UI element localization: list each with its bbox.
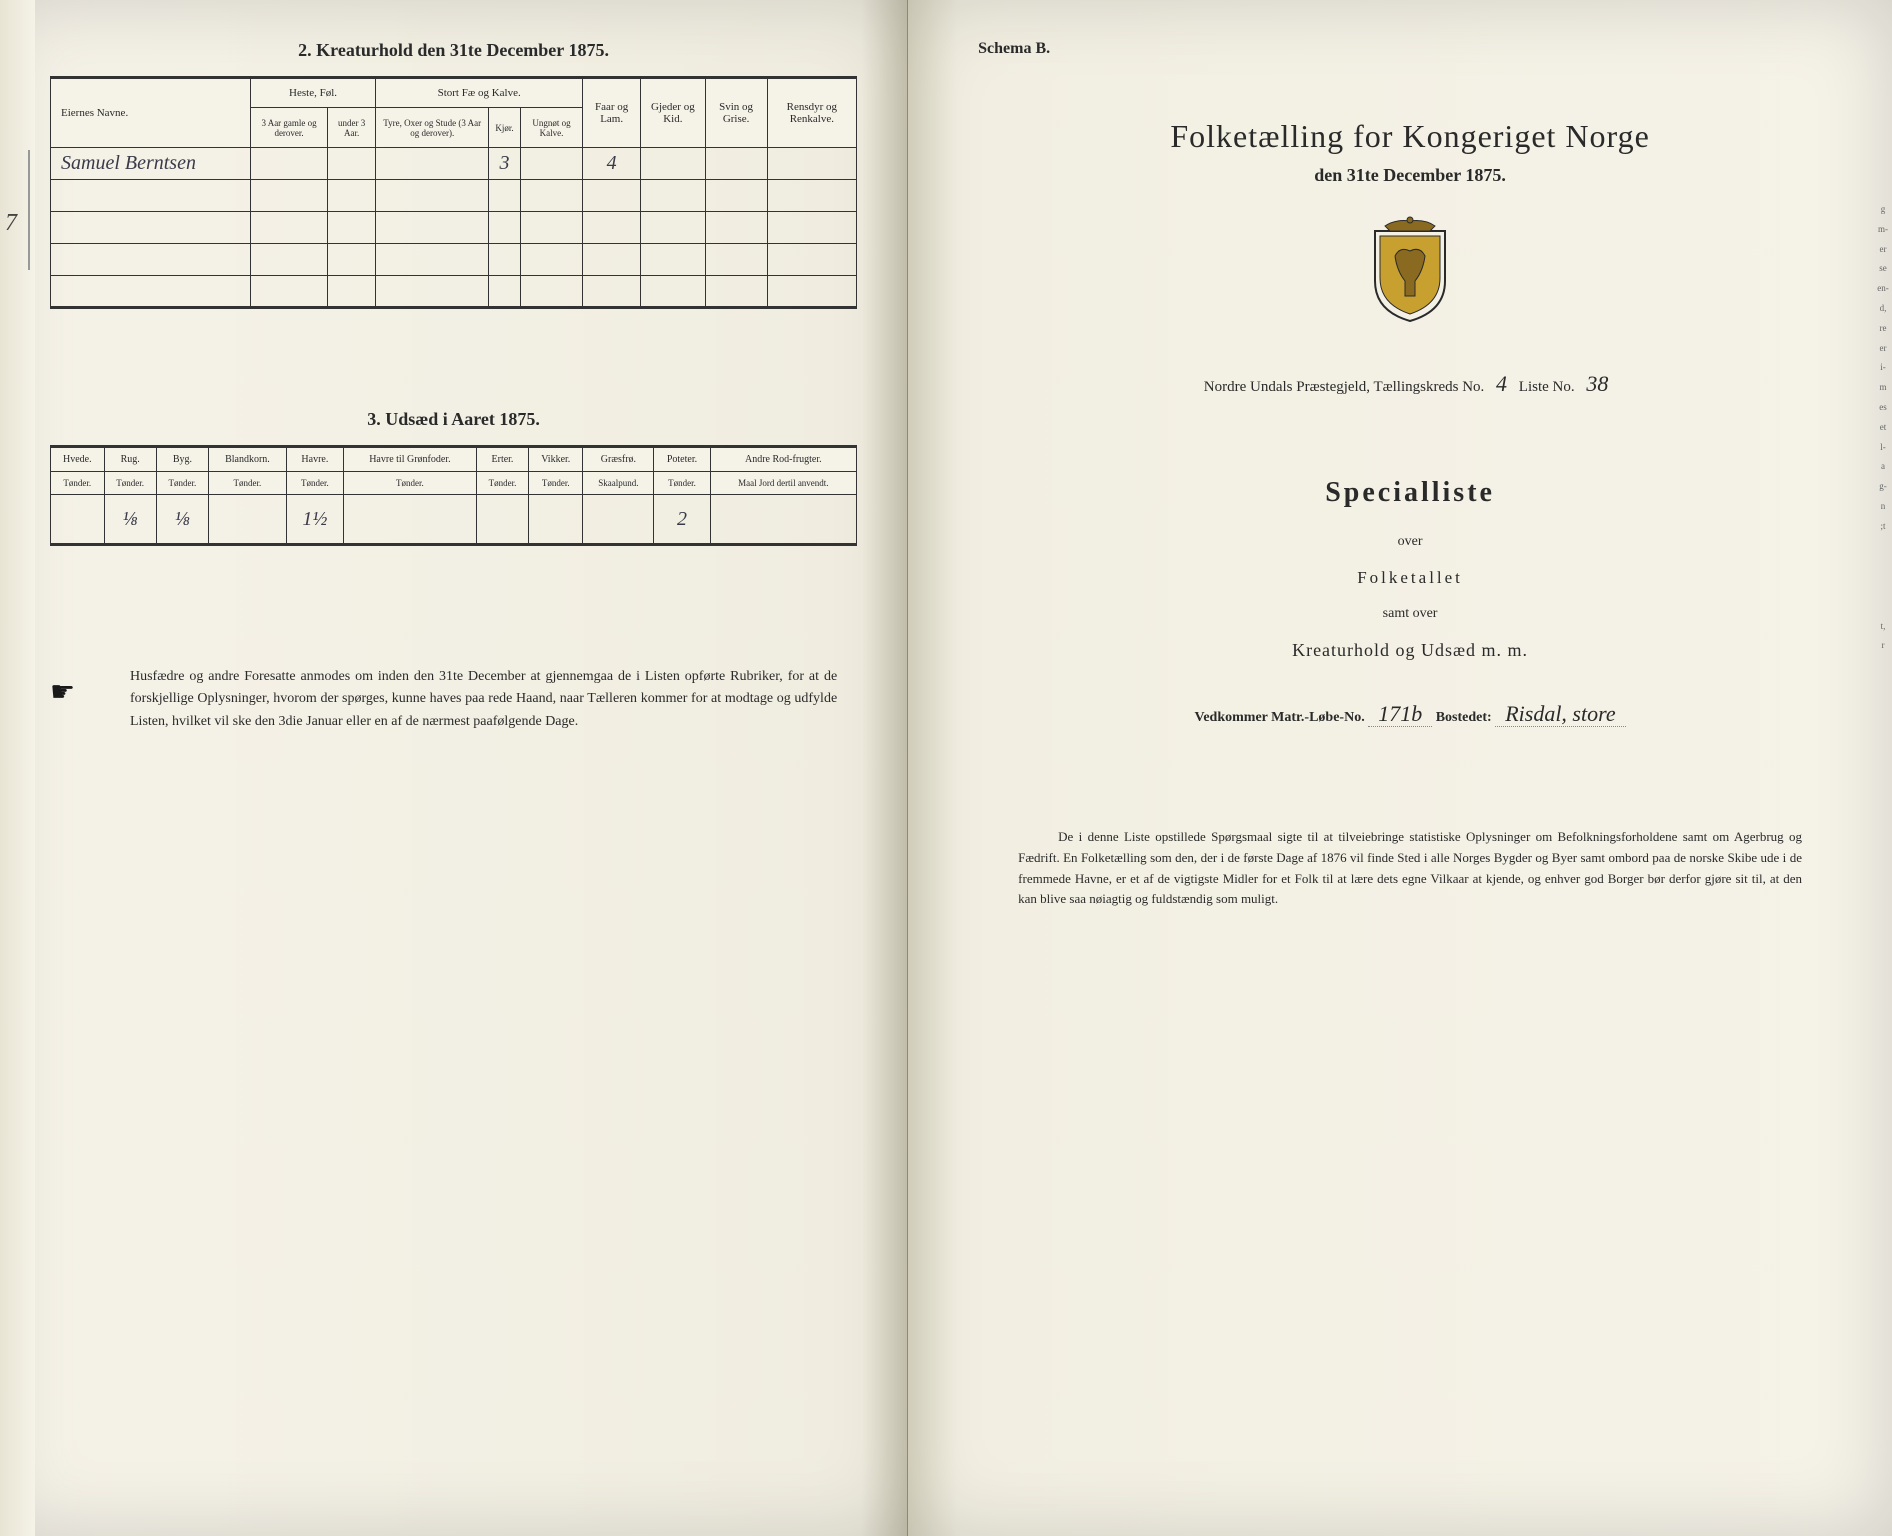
th-unit: Tønder. xyxy=(156,472,208,495)
th-graesfroe: Græsfrø. xyxy=(583,447,654,472)
schema-label: Schema B. xyxy=(978,40,1842,58)
th-unit: Tønder. xyxy=(529,472,583,495)
cell xyxy=(343,495,476,545)
cell xyxy=(476,495,528,545)
th-havre: Havre. xyxy=(286,447,343,472)
cell xyxy=(376,148,489,180)
cell-poteter: 2 xyxy=(654,495,710,545)
th-unit: Maal Jord dertil anvendt. xyxy=(710,472,857,495)
th-unit: Tønder. xyxy=(51,472,105,495)
th-erter: Erter. xyxy=(476,447,528,472)
samt-over-text: samt over xyxy=(978,606,1842,622)
cell xyxy=(328,148,376,180)
right-footer-text: De i denne Liste opstillede Spørgsmaal s… xyxy=(978,827,1842,910)
cell xyxy=(529,495,583,545)
main-title: Folketælling for Kongeriget Norge xyxy=(978,118,1842,155)
th-byg: Byg. xyxy=(156,447,208,472)
cell-rug: ⅛ xyxy=(104,495,156,545)
livestock-table: Eiernes Navne. Heste, Føl. Stort Fæ og K… xyxy=(50,76,857,309)
pointer-icon: ☛ xyxy=(50,671,75,716)
right-page: Schema B. Folketælling for Kongeriget No… xyxy=(908,0,1892,1536)
th-storfae-sub1: Tyre, Oxer og Stude (3 Aar og derover). xyxy=(376,108,489,148)
cell xyxy=(641,148,706,180)
th-unit: Tønder. xyxy=(104,472,156,495)
left-footer-note: ☛ Husfædre og andre Foresatte anmodes om… xyxy=(50,666,857,733)
table-row xyxy=(51,212,857,244)
district-line: Nordre Undals Præstegjeld, Tællingskreds… xyxy=(978,371,1842,397)
th-blandkorn: Blandkorn. xyxy=(209,447,287,472)
table-row: Samuel Berntsen 3 4 xyxy=(51,148,857,180)
liste-prefix: Liste No. xyxy=(1519,379,1575,395)
section-2-title: 2. Kreaturhold den 31te December 1875. xyxy=(50,40,857,61)
kreds-no: 4 xyxy=(1496,371,1507,396)
cell xyxy=(51,495,105,545)
th-unit: Tønder. xyxy=(286,472,343,495)
th-storfae-group: Stort Fæ og Kalve. xyxy=(376,78,583,108)
cell-byg: ⅛ xyxy=(156,495,208,545)
over-text: over xyxy=(978,534,1842,550)
liste-no: 38 xyxy=(1586,371,1608,396)
kreaturhold-text: Kreaturhold og Udsæd m. m. xyxy=(978,640,1842,661)
th-unit: Tønder. xyxy=(343,472,476,495)
cell xyxy=(767,148,857,180)
seed-table: Hvede. Rug. Byg. Blandkorn. Havre. Havre… xyxy=(50,445,857,546)
cell xyxy=(520,148,583,180)
specialliste-title: Specialliste xyxy=(978,477,1842,509)
th-gjeder: Gjeder og Kid. xyxy=(641,78,706,148)
matr-no: 171b xyxy=(1368,701,1432,727)
th-rensdyr: Rensdyr og Renkalve. xyxy=(767,78,857,148)
th-storfae-sub3: Ungnøt og Kalve. xyxy=(520,108,583,148)
vedkommer-label: Vedkommer Matr.-Løbe-No. xyxy=(1195,710,1365,725)
cell-havre: 1½ xyxy=(286,495,343,545)
cell xyxy=(209,495,287,545)
folketallet-text: Folketallet xyxy=(978,568,1842,588)
th-heste-group: Heste, Føl. xyxy=(251,78,376,108)
table-row xyxy=(51,244,857,276)
cell-faar: 4 xyxy=(583,148,641,180)
book-spread: 7 2. Kreaturhold den 31te December 1875.… xyxy=(0,0,1892,1536)
th-hvede: Hvede. xyxy=(51,447,105,472)
table-row: ⅛ ⅛ 1½ 2 xyxy=(51,495,857,545)
cell-eier: Samuel Berntsen xyxy=(51,148,251,180)
th-havre-gron: Havre til Grønfoder. xyxy=(343,447,476,472)
th-unit: Skaalpund. xyxy=(583,472,654,495)
edge-tabs: gm-erseen-d,reeri-mesetl-ag-n;t t,r xyxy=(1874,200,1892,656)
th-storfae-sub2: Kjør. xyxy=(489,108,520,148)
district-prefix: Nordre Undals Præstegjeld, Tællingskreds… xyxy=(1204,379,1485,395)
date-line: den 31te December 1875. xyxy=(978,165,1842,186)
section-3-title: 3. Udsæd i Aaret 1875. xyxy=(50,409,857,430)
th-unit: Tønder. xyxy=(209,472,287,495)
th-unit: Tønder. xyxy=(476,472,528,495)
left-page: 7 2. Kreaturhold den 31te December 1875.… xyxy=(0,0,908,1536)
th-unit: Tønder. xyxy=(654,472,710,495)
th-andre: Andre Rod-frugter. xyxy=(710,447,857,472)
coat-of-arms-icon xyxy=(978,216,1842,331)
th-vikker: Vikker. xyxy=(529,447,583,472)
vedkommer-line: Vedkommer Matr.-Løbe-No. 171b Bostedet: … xyxy=(978,701,1842,727)
cell xyxy=(705,148,767,180)
table-row xyxy=(51,276,857,308)
cell xyxy=(583,495,654,545)
th-eier: Eiernes Navne. xyxy=(51,78,251,148)
th-heste-sub1: 3 Aar gamle og derover. xyxy=(251,108,328,148)
cell-kjor: 3 xyxy=(489,148,520,180)
th-svin: Svin og Grise. xyxy=(705,78,767,148)
edge-mark: 7 xyxy=(5,210,17,237)
footer-text: Husfædre og andre Foresatte anmodes om i… xyxy=(130,669,837,729)
table-row xyxy=(51,180,857,212)
th-rug: Rug. xyxy=(104,447,156,472)
bostedet: Risdal, store xyxy=(1495,701,1625,727)
cell xyxy=(710,495,857,545)
th-faar: Faar og Lam. xyxy=(583,78,641,148)
th-heste-sub2: under 3 Aar. xyxy=(328,108,376,148)
bostedet-label: Bostedet: xyxy=(1436,710,1492,725)
cell xyxy=(251,148,328,180)
th-poteter: Poteter. xyxy=(654,447,710,472)
